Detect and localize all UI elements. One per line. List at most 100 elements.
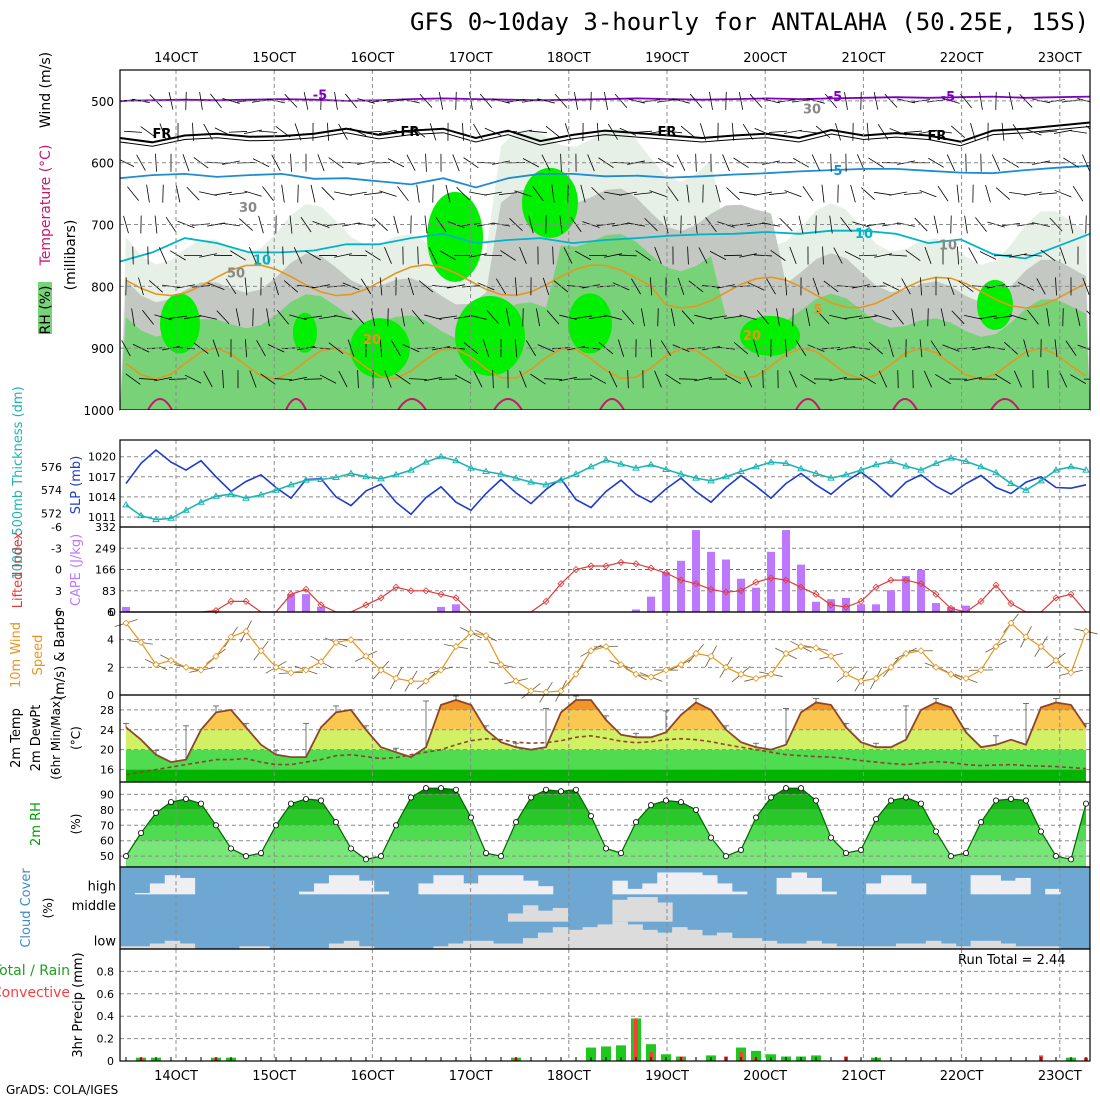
wind-barb — [535, 308, 541, 327]
wind-barb — [123, 215, 129, 234]
cape-panel — [120, 527, 1090, 615]
wind-speed-marker — [992, 643, 1000, 651]
bottom-date-label: 16OCT — [351, 1069, 395, 1084]
cloud-bar-low — [1030, 946, 1046, 949]
wind-speed-marker — [302, 666, 310, 674]
wind-barb — [304, 315, 322, 319]
rh-marker — [783, 785, 790, 792]
rh-marker — [768, 794, 775, 801]
wind-barb — [484, 191, 502, 196]
rh-band — [126, 809, 1086, 826]
rh-marker — [482, 850, 489, 857]
wind-barb — [249, 370, 257, 388]
wind-barb — [416, 184, 420, 203]
cloud-bar-low — [164, 940, 181, 949]
wind-barb — [1009, 192, 1027, 196]
wind-barb — [456, 187, 470, 201]
rh-marker — [633, 819, 640, 826]
rh-marker — [257, 850, 264, 857]
rh-marker — [528, 794, 535, 801]
wind-barb — [1014, 370, 1022, 388]
cloud-bar-low — [940, 943, 957, 949]
lifted-index-marker — [422, 587, 430, 595]
rh-axis-label: 2m RH — [29, 802, 44, 846]
cloud-bar-high — [642, 883, 658, 895]
wind-barb — [591, 187, 605, 201]
wind-barb — [319, 315, 337, 320]
rh-marker — [1038, 828, 1045, 835]
wind-barb — [230, 250, 246, 261]
wind-barb — [878, 370, 888, 388]
isotherm-line — [397, 398, 427, 410]
wind-barb — [837, 346, 855, 351]
wind-speed-marker — [1037, 643, 1045, 651]
rh-marker — [738, 847, 745, 854]
cape-bar — [782, 530, 790, 612]
thickness-marker — [122, 500, 130, 508]
wind-tick-label: 2 — [107, 661, 114, 674]
cloud-bar-high — [1045, 888, 1061, 895]
lifted-index-marker — [407, 587, 415, 595]
wind-speed-marker — [902, 649, 910, 658]
wind-barb — [349, 191, 367, 196]
thickness-marker — [827, 474, 835, 481]
cape-bar — [737, 578, 745, 612]
cape-axis-label: CAPE (J/kg) — [69, 534, 84, 606]
wind-barb — [168, 378, 188, 380]
wind-speed-marker — [782, 649, 790, 658]
thickness-marker — [197, 498, 205, 505]
lifted-index-marker — [587, 562, 595, 570]
wind-barb — [275, 126, 291, 138]
wind-barb — [589, 374, 607, 384]
wind-barb — [1009, 253, 1027, 258]
wind-barb — [334, 191, 352, 196]
wind-barb — [327, 223, 345, 226]
pressure-tick-label: 900 — [91, 342, 114, 356]
cloud-bar-high — [910, 883, 927, 895]
wind-barb — [667, 186, 679, 202]
cloud-bar-low — [881, 946, 897, 949]
lifted-index-marker — [797, 583, 805, 591]
wind-barb — [947, 277, 955, 295]
cloud-bar-low — [433, 946, 449, 949]
rh-marker — [588, 813, 595, 820]
contour-label: FR — [153, 127, 172, 142]
wind-barb — [950, 125, 966, 139]
wind-barb — [203, 123, 213, 140]
wind-barb — [1065, 340, 1077, 356]
cloud-bar-low — [702, 935, 718, 949]
wind-barb — [1075, 308, 1081, 327]
wind-barb — [1086, 125, 1090, 130]
lifted-index-marker — [212, 607, 220, 615]
wind-barb — [303, 378, 323, 380]
rh-marker — [978, 819, 985, 826]
precip-tick-label: 0.2 — [97, 1033, 115, 1046]
wind-speed-marker — [737, 670, 745, 678]
wind-barb — [665, 373, 681, 385]
wind-barb — [432, 346, 450, 351]
wind-barb — [940, 308, 946, 327]
thickness-marker — [362, 472, 370, 480]
cloud-bar-high — [806, 877, 822, 895]
wind-barb — [393, 130, 413, 133]
wind-barb — [435, 216, 447, 233]
wind-barb — [1054, 129, 1072, 134]
temp-tick-label: 28 — [100, 704, 114, 717]
wind-barb — [1046, 308, 1050, 327]
wind-barb — [142, 309, 154, 325]
lifted-index-marker — [287, 590, 295, 598]
wind-barb — [911, 308, 915, 327]
thickness-marker — [437, 452, 445, 460]
wind-barb — [184, 374, 202, 384]
wind-barb — [979, 251, 997, 260]
bottom-date-label: 19OCT — [645, 1069, 689, 1084]
wind-barb — [738, 91, 744, 110]
cape-tick-label: 83 — [102, 585, 116, 598]
cloud-bar-high — [970, 875, 987, 895]
wind-panel — [114, 612, 1098, 703]
cloud-bar-low — [836, 946, 852, 949]
wind-barb — [1059, 246, 1067, 265]
slp-panel — [120, 440, 1090, 527]
wind-speed-marker — [1052, 656, 1060, 664]
wind-barb — [800, 373, 816, 385]
